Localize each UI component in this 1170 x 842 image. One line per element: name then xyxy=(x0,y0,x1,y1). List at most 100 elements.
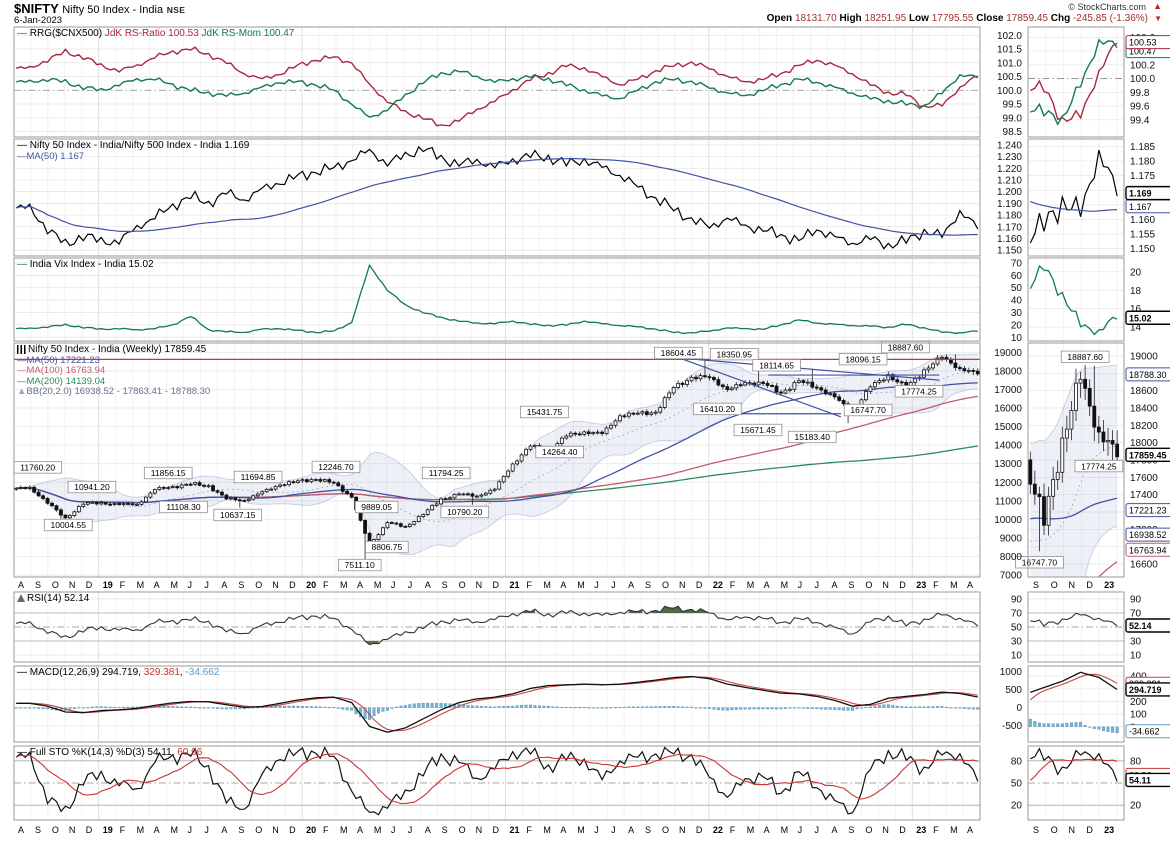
axis-tick-label: 80 xyxy=(1130,756,1142,767)
last-value-box xyxy=(1125,542,1170,557)
legend-row: —MA(200) 14139.04 xyxy=(17,375,210,388)
axis-tick-label: 10 xyxy=(1130,651,1142,662)
x-axis-label: D xyxy=(899,580,906,590)
legend-text: — xyxy=(17,140,30,151)
legend-text: RSI(14) 52.14 xyxy=(27,593,90,604)
x-axis-label: O xyxy=(865,580,872,590)
axis-tick-label: 19000 xyxy=(1130,352,1158,363)
x-axis-label: M xyxy=(781,825,789,835)
x-axis-label: A xyxy=(831,580,837,590)
x-axis-label: F xyxy=(323,580,329,590)
x-axis-label: D xyxy=(493,825,500,835)
legend-text: — xyxy=(17,365,27,376)
x-axis-label: J xyxy=(815,825,820,835)
legend-row: Nifty 50 Index - India (Weekly) 17859.45 xyxy=(17,344,210,356)
axis-tick-label: 99.5 xyxy=(1003,100,1023,111)
axis-tick-label: 1.190 xyxy=(997,199,1022,210)
x-axis-label: O xyxy=(459,580,466,590)
legend-text: — xyxy=(17,150,27,162)
price-annotation-box xyxy=(354,500,399,514)
exchange-label: NSE xyxy=(166,5,186,15)
x-axis-label: J xyxy=(611,580,616,590)
axis-tick-label: 1.200 xyxy=(997,187,1022,198)
axis-tick-label: 60 xyxy=(1011,271,1023,282)
x-axis-label: 19 xyxy=(103,825,113,835)
price-annotation: 9889.05 xyxy=(361,502,392,512)
price-annotation-box xyxy=(67,480,117,494)
last-value-label: 294.719 xyxy=(1129,685,1162,695)
price-annotation: 18096.15 xyxy=(845,354,881,364)
price-annotation: 15431.75 xyxy=(527,407,563,417)
axis-tick-label: 10000 xyxy=(994,515,1022,526)
legend-text: Nifty 50 Index - India (Weekly) 17859.45 xyxy=(28,344,207,355)
x-axis-label: J xyxy=(798,580,803,590)
area-icon xyxy=(17,594,25,602)
legend-text: — xyxy=(17,259,30,270)
ohlc-label: High xyxy=(839,13,865,24)
x-axis-label: M xyxy=(747,580,755,590)
credit-label: © StockCharts.com xyxy=(1068,2,1146,12)
x-axis-label: A xyxy=(560,825,566,835)
x-axis-label: M xyxy=(137,580,145,590)
legend-row: ▲BB(20,2.0) 16938.52 - 17863.41 - 18788.… xyxy=(17,386,210,398)
x-axis-label: F xyxy=(526,825,532,835)
axis-tick-label: 0 xyxy=(1016,703,1022,714)
x-axis-label: O xyxy=(52,825,59,835)
axis-tick-label: 1.180 xyxy=(997,211,1022,222)
price-annotation-box xyxy=(881,340,930,354)
x-axis-label: S xyxy=(35,825,41,835)
legend-text: — xyxy=(17,375,27,387)
x-axis-label: J xyxy=(594,825,599,835)
price-annotation: 11794.25 xyxy=(429,468,464,478)
legend-text: MACD(12,26,9) 294.719, xyxy=(29,667,144,678)
ohlc-label: Low xyxy=(908,13,932,24)
axis-tick-label: 40 xyxy=(1011,296,1023,307)
last-value-box xyxy=(1125,310,1170,325)
x-axis-label: A xyxy=(18,580,24,590)
axis-tick-label: 200 xyxy=(1130,697,1147,708)
x-axis-label: A xyxy=(425,580,431,590)
x-axis-label: A xyxy=(967,825,973,835)
price-annotation: 18887.60 xyxy=(1067,352,1103,362)
x-axis-label: J xyxy=(391,580,396,590)
x-axis-label: O xyxy=(662,825,669,835)
axis-tick-label: 1.180 xyxy=(1130,156,1155,167)
x-axis-label: J xyxy=(611,825,616,835)
price-annotation-box xyxy=(159,500,208,514)
axis-tick-label: 17000 xyxy=(994,385,1022,396)
x-axis-label: S xyxy=(442,580,448,590)
price-annotation-box xyxy=(213,508,263,522)
axis-tick-label: 1.230 xyxy=(997,152,1022,163)
x-axis-label: J xyxy=(391,825,396,835)
x-axis-label: O xyxy=(52,580,59,590)
axis-tick-label: 1.220 xyxy=(997,164,1022,175)
last-value-box xyxy=(1125,772,1170,788)
mini-x-axis-label: 23 xyxy=(1104,580,1114,590)
price-annotation-box xyxy=(421,466,471,480)
mini-x-axis-label: O xyxy=(1051,825,1058,835)
x-axis-label: A xyxy=(764,825,770,835)
legend-p1: — RRG($CNX500) JdK RS-Ratio 100.53 JdK R… xyxy=(17,28,294,40)
price-annotation-box xyxy=(233,470,283,484)
x-axis-label: D xyxy=(696,825,703,835)
x-axis-label: A xyxy=(967,580,973,590)
axis-tick-label: 1.155 xyxy=(1130,230,1155,241)
ohlc-label: Open xyxy=(766,13,795,24)
axis-tick-label: 500 xyxy=(1005,685,1022,696)
last-value-box xyxy=(1125,185,1170,201)
price-annotation: 15671.45 xyxy=(740,425,776,435)
axis-tick-label: 98.5 xyxy=(1003,127,1023,138)
ohlc-value: -245.85 (-1.36%) xyxy=(1072,13,1148,24)
x-axis-label: 21 xyxy=(509,825,519,835)
ohlc-value: 17795.55 xyxy=(931,13,977,24)
x-axis-label: F xyxy=(730,825,736,835)
legend-row: — RRG($CNX500) JdK RS-Ratio 100.53 JdK R… xyxy=(17,28,294,40)
symbol-name: Nifty 50 Index - India xyxy=(62,4,164,16)
x-axis-label: M xyxy=(950,825,958,835)
x-axis-label: 23 xyxy=(916,580,926,590)
axis-tick-label: 10 xyxy=(1011,651,1023,662)
axis-tick-label: 1.170 xyxy=(997,222,1022,233)
price-annotation: 11694.85 xyxy=(241,472,276,482)
price-annotation: 11760.20 xyxy=(20,463,55,473)
mini-x-axis-label: N xyxy=(1069,580,1076,590)
